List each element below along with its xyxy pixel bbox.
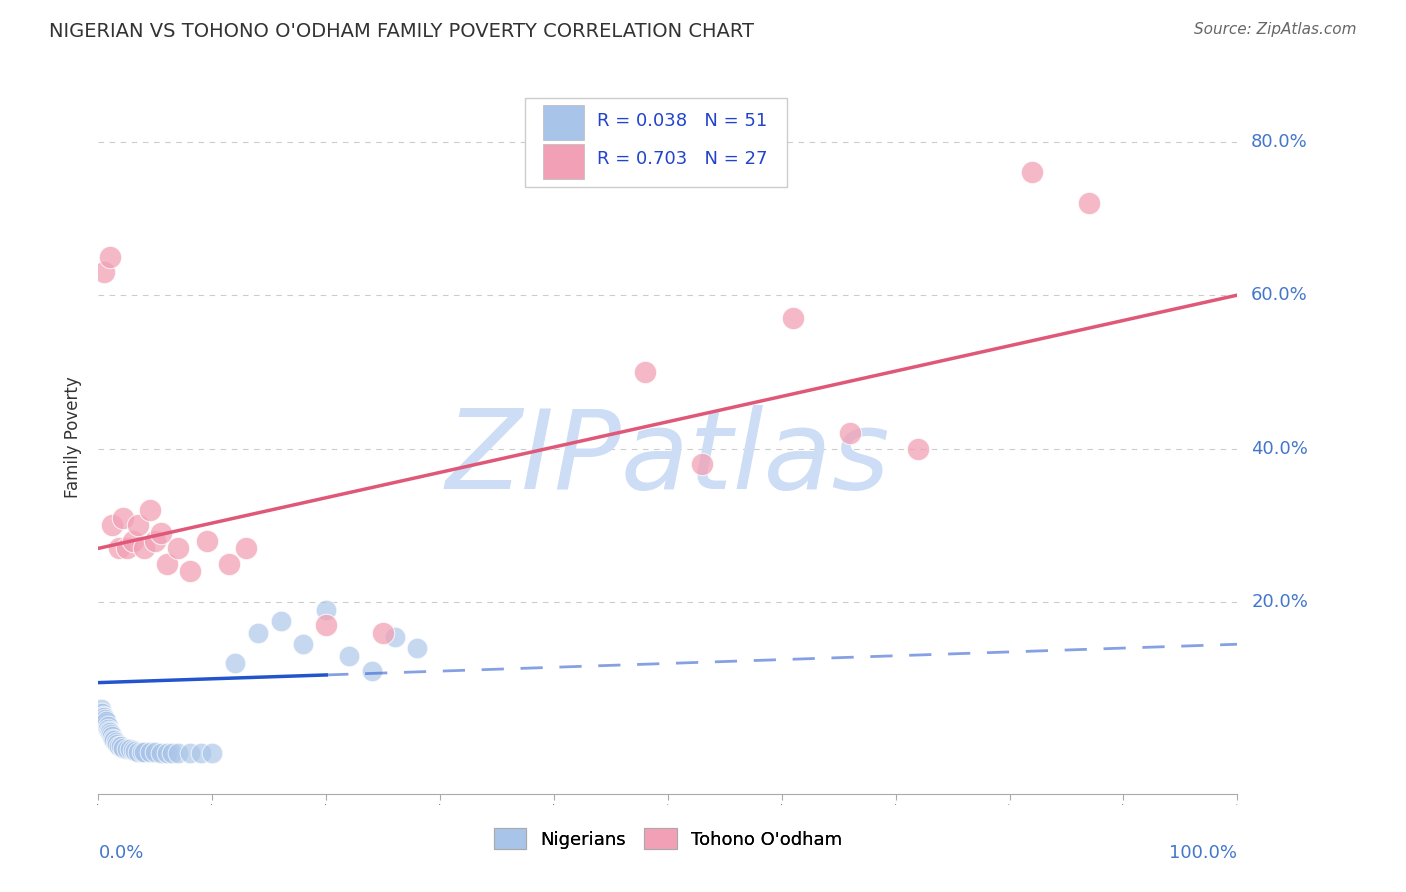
- Point: [131, 745, 153, 759]
- Point: [94, 712, 117, 726]
- Point: [145, 746, 167, 760]
- Point: [91, 708, 114, 723]
- Point: [201, 746, 224, 760]
- Point: [360, 664, 382, 678]
- Y-axis label: Family Poverty: Family Poverty: [65, 376, 83, 498]
- Point: [384, 630, 406, 644]
- Point: [315, 603, 337, 617]
- Point: [406, 641, 429, 656]
- FancyBboxPatch shape: [543, 144, 583, 178]
- Text: R = 0.703   N = 27: R = 0.703 N = 27: [598, 150, 768, 168]
- Point: [96, 719, 118, 733]
- Point: [112, 510, 135, 524]
- Point: [96, 718, 118, 732]
- Point: [156, 746, 179, 760]
- Point: [101, 729, 124, 743]
- Text: NIGERIAN VS TOHONO O'ODHAM FAMILY POVERTY CORRELATION CHART: NIGERIAN VS TOHONO O'ODHAM FAMILY POVERT…: [49, 22, 754, 41]
- Point: [156, 557, 179, 571]
- Point: [150, 526, 173, 541]
- Point: [127, 745, 149, 759]
- Point: [96, 722, 118, 736]
- Point: [110, 739, 132, 754]
- Text: 60.0%: 60.0%: [1251, 286, 1308, 304]
- Point: [190, 746, 212, 760]
- Point: [218, 557, 240, 571]
- Legend: Nigerians, Tohono O'odham: Nigerians, Tohono O'odham: [486, 821, 849, 856]
- Point: [1021, 165, 1043, 179]
- Point: [690, 457, 713, 471]
- Point: [91, 712, 114, 726]
- Point: [98, 725, 121, 739]
- Point: [167, 541, 190, 556]
- Point: [179, 565, 201, 579]
- Point: [90, 710, 112, 724]
- Text: Source: ZipAtlas.com: Source: ZipAtlas.com: [1194, 22, 1357, 37]
- Point: [103, 731, 125, 746]
- Point: [246, 625, 269, 640]
- Point: [124, 744, 146, 758]
- Point: [167, 746, 190, 760]
- Point: [121, 533, 143, 548]
- Point: [101, 518, 124, 533]
- Point: [150, 746, 173, 760]
- Text: R = 0.038   N = 51: R = 0.038 N = 51: [598, 112, 768, 129]
- Point: [90, 706, 112, 721]
- Point: [138, 503, 160, 517]
- Point: [121, 743, 143, 757]
- Point: [90, 702, 112, 716]
- Point: [195, 533, 218, 548]
- Point: [115, 741, 138, 756]
- Point: [93, 714, 115, 728]
- FancyBboxPatch shape: [543, 105, 583, 140]
- Point: [108, 541, 131, 556]
- Point: [634, 365, 657, 379]
- Point: [100, 727, 122, 741]
- Point: [115, 541, 138, 556]
- Text: ZIPatlas: ZIPatlas: [446, 405, 890, 512]
- Text: 80.0%: 80.0%: [1251, 133, 1308, 151]
- Point: [97, 723, 120, 738]
- Point: [112, 740, 135, 755]
- Point: [1078, 196, 1101, 211]
- Point: [162, 746, 184, 760]
- Text: 100.0%: 100.0%: [1170, 844, 1237, 862]
- Point: [94, 716, 117, 731]
- Point: [132, 746, 155, 760]
- Point: [93, 710, 115, 724]
- FancyBboxPatch shape: [526, 98, 787, 187]
- Point: [96, 714, 118, 728]
- Point: [907, 442, 929, 456]
- Point: [315, 618, 337, 632]
- Point: [108, 739, 131, 753]
- Point: [89, 706, 111, 721]
- Text: 40.0%: 40.0%: [1251, 440, 1308, 458]
- Point: [292, 637, 315, 651]
- Point: [371, 625, 394, 640]
- Point: [235, 541, 257, 556]
- Text: 0.0%: 0.0%: [98, 844, 143, 862]
- Point: [132, 541, 155, 556]
- Point: [138, 746, 160, 760]
- Point: [145, 533, 167, 548]
- Point: [104, 735, 127, 749]
- Point: [120, 742, 142, 756]
- Point: [105, 737, 128, 751]
- Point: [337, 648, 360, 663]
- Point: [90, 710, 112, 724]
- Point: [98, 250, 121, 264]
- Text: 20.0%: 20.0%: [1251, 593, 1308, 611]
- Point: [179, 746, 201, 760]
- Point: [103, 733, 125, 747]
- Point: [93, 265, 115, 279]
- Point: [127, 518, 149, 533]
- Point: [839, 426, 862, 441]
- Point: [224, 657, 246, 671]
- Point: [782, 311, 804, 326]
- Point: [270, 614, 292, 628]
